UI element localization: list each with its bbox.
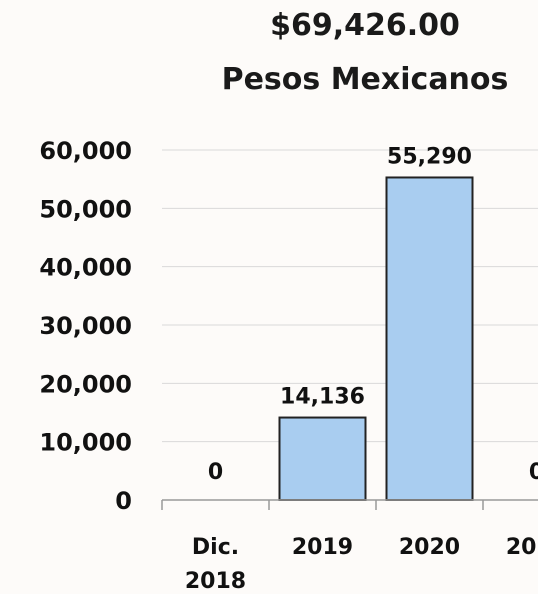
data-label-3: 0 xyxy=(529,460,538,485)
y-tick-label: 30,000 xyxy=(39,312,132,340)
y-tick-label: 0 xyxy=(115,487,132,515)
x-tick-label-1-line-0: 2019 xyxy=(292,535,353,560)
data-label-1: 14,136 xyxy=(280,385,365,410)
gridlines xyxy=(162,149,538,443)
x-tick-label-3-line-0: 2021 xyxy=(506,535,538,560)
x-tick-label-2-line-0: 2020 xyxy=(399,535,460,560)
y-tick-label: 40,000 xyxy=(39,254,132,282)
bars xyxy=(278,176,474,502)
chart-subtitle: Pesos Mexicanos xyxy=(221,62,509,97)
y-tick-label: 10,000 xyxy=(39,429,132,457)
labels: 0 10,000 20,000 30,000 40,000 50,000 60,000 0 Di… xyxy=(39,137,538,594)
x-tick-label-0-line-1: 2018 xyxy=(185,569,246,594)
y-tick-label: 20,000 xyxy=(39,370,132,398)
chart-title: $69,426.00 xyxy=(270,8,460,43)
y-tick-label: 60,000 xyxy=(39,137,132,165)
y-tick-label: 50,000 xyxy=(39,195,132,223)
x-tick-label-0-line-0: Dic. xyxy=(192,535,239,560)
bar-2 xyxy=(385,176,474,501)
data-label-2: 55,290 xyxy=(387,144,472,169)
bar-1 xyxy=(278,416,367,502)
data-label-0: 0 xyxy=(208,460,223,485)
axes xyxy=(161,499,538,510)
